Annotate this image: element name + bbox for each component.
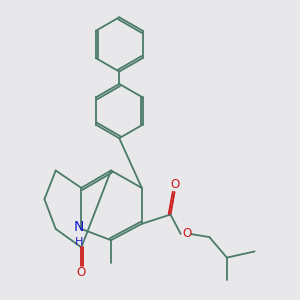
Text: O: O [170, 178, 179, 191]
Text: O: O [77, 266, 86, 280]
Text: O: O [182, 226, 191, 239]
Text: H: H [75, 237, 83, 247]
Text: N: N [74, 220, 85, 234]
